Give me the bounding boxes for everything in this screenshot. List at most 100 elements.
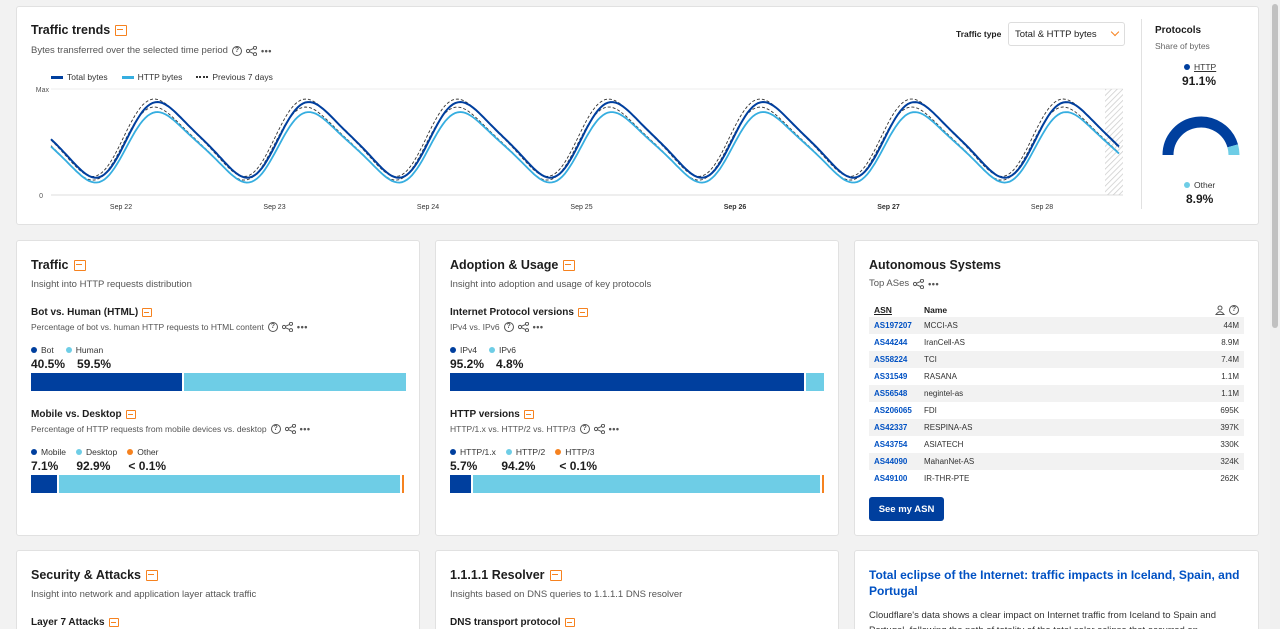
traffic-type-label: Traffic type (956, 29, 1002, 39)
asn-value: 262K (1220, 474, 1239, 483)
table-row[interactable]: AS43754 ASIATECH 330K (869, 436, 1244, 453)
help-icon[interactable]: ? (267, 322, 278, 332)
table-row[interactable]: AS206065 FDI 695K (869, 402, 1244, 419)
help-icon[interactable]: ? (579, 424, 590, 434)
open-icon[interactable] (115, 24, 128, 36)
resolver-subtitle: Insights based on DNS queries to 1.1.1.1… (450, 589, 683, 600)
more-icon[interactable]: ••• (608, 424, 620, 434)
share-icon[interactable] (284, 424, 296, 434)
open-icon[interactable] (564, 618, 575, 627)
help-icon[interactable]: ? (231, 45, 242, 56)
http3-segment (822, 475, 824, 493)
legend-total[interactable]: Total bytes (51, 72, 108, 82)
asn-name: RASANA (924, 372, 957, 381)
resolver-title: 1.1.1.1 Resolver (450, 568, 545, 582)
table-row[interactable]: AS56548 negintel-as 1.1M (869, 385, 1244, 402)
asn-title: Autonomous Systems (869, 258, 1001, 272)
open-icon[interactable] (146, 569, 158, 581)
table-row[interactable]: AS197207 MCCI-AS 44M (869, 317, 1244, 334)
human-value: 59.5% (77, 357, 112, 371)
ipv6-dot (489, 347, 496, 353)
share-icon[interactable] (281, 322, 293, 332)
open-icon[interactable] (108, 618, 119, 627)
human-segment (184, 373, 406, 391)
asn-link[interactable]: AS197207 (874, 321, 912, 330)
previous-total-line (50, 98, 1120, 177)
open-icon[interactable] (125, 410, 136, 419)
more-icon[interactable]: ••• (928, 278, 940, 289)
traffic-trends-subtitle-row: Bytes transferred over the selected time… (31, 45, 272, 56)
http2-dot (505, 449, 512, 455)
open-icon[interactable] (563, 259, 576, 271)
open-icon[interactable] (523, 410, 534, 419)
table-row[interactable]: AS42337 RESPINA-AS 397K (869, 419, 1244, 436)
layer7-title-row: Layer 7 Attacks (31, 617, 119, 628)
more-icon[interactable]: ••• (299, 424, 311, 434)
page-scrollbar[interactable] (1270, 0, 1280, 629)
asn-link[interactable]: AS42337 (874, 423, 908, 432)
see-my-asn-button[interactable]: See my ASN (869, 497, 944, 521)
protocols-title: Protocols (1155, 25, 1202, 36)
mobile-desktop-subtitle-row: Percentage of HTTP requests from mobile … (31, 424, 311, 434)
other-dot (127, 449, 134, 455)
legend-total-swatch (51, 75, 63, 79)
user-icon[interactable] (1215, 305, 1225, 315)
ip-versions-legend: IPv4 IPv6 (450, 345, 516, 355)
http-versions-title-row: HTTP versions (450, 409, 534, 420)
open-icon[interactable] (73, 259, 86, 271)
legend-previous[interactable]: Previous 7 days (196, 72, 273, 82)
asn-link[interactable]: AS44244 (874, 338, 908, 347)
mobile-desktop-title: Mobile vs. Desktop (31, 409, 122, 420)
asn-link[interactable]: AS49100 (874, 474, 908, 483)
more-icon[interactable]: ••• (260, 45, 272, 56)
scrollbar-thumb[interactable] (1272, 4, 1278, 328)
share-icon[interactable] (517, 322, 529, 332)
asn-subtitle: Top ASes (869, 278, 910, 289)
share-icon[interactable] (593, 424, 605, 434)
share-icon[interactable] (245, 45, 257, 56)
open-icon[interactable] (142, 308, 153, 317)
table-row[interactable]: AS49100 IR-THR-PTE 262K (869, 470, 1244, 487)
resolver-title-row: 1.1.1.1 Resolver (450, 568, 562, 582)
more-icon[interactable]: ••• (296, 322, 308, 332)
asn-name: FDI (924, 406, 937, 415)
bot-label: Bot (41, 345, 54, 355)
open-icon[interactable] (577, 308, 588, 317)
x-tick-label: Sep 25 (570, 204, 592, 211)
traffic-trends-card: Traffic trends Bytes transferred over th… (16, 6, 1259, 225)
http3-dot (555, 449, 562, 455)
layer7-title: Layer 7 Attacks (31, 617, 105, 628)
desktop-dot (76, 449, 83, 455)
table-row[interactable]: AS31549 RASANA 1.1M (869, 368, 1244, 385)
asn-link[interactable]: AS44090 (874, 457, 908, 466)
help-icon[interactable]: ? (1229, 304, 1239, 315)
open-icon[interactable] (549, 569, 562, 581)
asn-link[interactable]: AS31549 (874, 372, 908, 381)
traffic-trends-subtitle: Bytes transferred over the selected time… (31, 45, 228, 56)
share-icon[interactable] (913, 278, 925, 289)
article-title[interactable]: Total eclipse of the Internet: traffic i… (869, 568, 1240, 598)
other-value: < 0.1% (128, 459, 167, 473)
legend-http[interactable]: HTTP bytes (121, 72, 182, 82)
asn-link[interactable]: AS58224 (874, 355, 908, 364)
help-icon[interactable]: ? (270, 424, 281, 434)
asn-value: 1.1M (1221, 372, 1239, 381)
ipv4-label: IPv4 (460, 345, 478, 355)
asn-link[interactable]: AS206065 (874, 406, 912, 415)
bot-human-legend: Bot Human (31, 345, 103, 355)
http-bytes-line (50, 111, 1120, 184)
asn-col-header[interactable]: ASN (874, 304, 892, 315)
table-row[interactable]: AS44244 IranCell-AS 8.9M (869, 334, 1244, 351)
ip-versions-subtitle: IPv4 vs. IPv6 (450, 322, 500, 332)
table-row[interactable]: AS58224 TCI 7.4M (869, 351, 1244, 368)
asn-link[interactable]: AS43754 (874, 440, 908, 449)
desktop-label: Desktop (86, 447, 118, 457)
http-versions-bar (450, 475, 824, 493)
traffic-type-select[interactable]: Total & HTTP bytes (1008, 22, 1125, 46)
mobile-dot (31, 449, 37, 455)
table-row[interactable]: AS44090 MahanNet-AS 324K (869, 453, 1244, 470)
more-icon[interactable]: ••• (532, 322, 544, 332)
asn-link[interactable]: AS56548 (874, 389, 908, 398)
help-icon[interactable]: ? (503, 322, 514, 332)
other-segment (402, 475, 404, 493)
